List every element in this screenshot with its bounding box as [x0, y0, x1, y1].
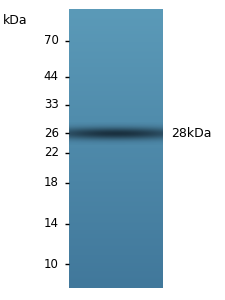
- Text: 33: 33: [44, 98, 59, 112]
- Text: 22: 22: [44, 146, 59, 160]
- Text: 70: 70: [44, 34, 59, 47]
- Text: kDa: kDa: [3, 14, 27, 26]
- Text: 18: 18: [44, 176, 59, 190]
- Text: 44: 44: [44, 70, 59, 83]
- Text: 26: 26: [44, 127, 59, 140]
- Text: 28kDa: 28kDa: [171, 127, 212, 140]
- Text: 10: 10: [44, 257, 59, 271]
- Text: 14: 14: [44, 217, 59, 230]
